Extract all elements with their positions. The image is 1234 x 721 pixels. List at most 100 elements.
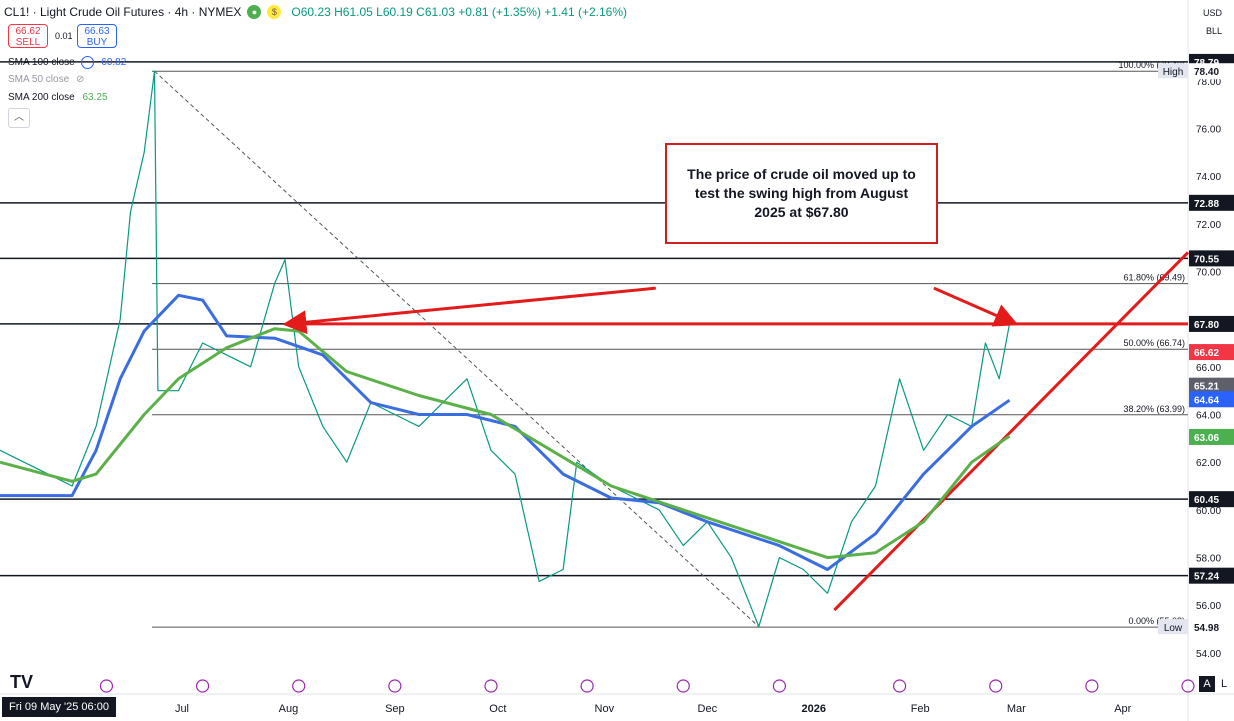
fib-level-label: 38.20% (63.99) [1123,404,1185,414]
x-tick-label: Oct [489,703,506,715]
price-badge-label: 65.21 [1194,382,1219,393]
collapse-legend-button[interactable]: ︿ [8,108,30,128]
level-badge [1189,250,1234,267]
log-scale-button[interactable]: L [1220,678,1228,690]
indicator-value: 60.82 [101,57,127,69]
ohlc-readout: O60.23 H61.05 L60.19 C61.03 +0.81 (+1.35… [291,5,627,19]
y-tick-label: 62.00 [1196,458,1221,469]
indicator-value: 63.25 [82,92,108,103]
y-tick-label: 60.00 [1196,506,1221,517]
level-badge [1189,315,1234,332]
buy-price: 66.63 [84,26,110,37]
fib-level-label: 61.80% (69.49) [1123,273,1185,283]
event-marker-icon [1181,679,1195,693]
sell-button[interactable]: 66.62 SELL [8,24,48,48]
y-tick-label: 72.00 [1196,220,1221,231]
price-badge [1189,428,1234,445]
indicator-label: SMA 50 close [8,74,70,85]
visibility-eye-icon[interactable] [80,56,94,69]
auto-scale-button[interactable]: A [1199,676,1215,692]
level-badge-label: 67.80 [1194,320,1219,331]
y-tick-label: 58.00 [1196,554,1221,565]
y-tick-label: 56.00 [1196,601,1221,612]
event-marker-icon [1085,679,1099,693]
y-tick-label: 78.00 [1196,77,1221,88]
event-marker-icon [580,679,594,693]
event-marker-icon [989,679,1003,693]
event-marker-icon [388,679,402,693]
indicator-label: SMA 200 close [8,92,75,103]
annotation-callout[interactable]: The price of crude oil moved up to test … [665,143,938,244]
arrow-to-august-high [282,286,656,335]
x-tick-label: Apr [1114,703,1131,715]
x-tick-label: Sep [385,703,405,715]
price-badge-label: 64.64 [1194,395,1219,406]
symbol-title[interactable]: CL1! · Light Crude Oil Futures · 4h · NY… [4,5,242,19]
level-badge [1189,63,1234,80]
series-price [0,70,1011,628]
arrow-to-current [933,286,1019,327]
indicator-label: SMA 100 close [8,57,75,69]
level-badge [1189,194,1234,211]
buy-button[interactable]: 66.63 BUY [77,24,117,48]
currency-selector[interactable]: USD [1202,8,1222,18]
x-tick-label: Mar [1007,703,1026,715]
y-tick-label: 54.00 [1196,649,1221,660]
trend-support [833,251,1190,612]
y-tick-label: 64.00 [1196,411,1221,422]
hidden-eye-icon[interactable]: ⊘ [75,74,85,85]
fib-level-label: 100.00% (78.40) [1118,60,1185,70]
extreme-tag [1158,63,1188,79]
x-tick-label: Nov [595,703,615,715]
level-badge [1189,567,1234,584]
event-marker-icon [772,679,787,693]
event-marker-icon [892,679,907,693]
extreme-tag-label: Low [1164,623,1183,634]
x-tick-label: Jul [175,703,189,715]
y-tick-label: 76.00 [1196,124,1221,135]
event-marker-icon [292,679,306,693]
level-badge-label: 57.24 [1194,572,1219,583]
sell-price: 66.62 [15,26,41,37]
chart-header: CL1! · Light Crude Oil Futures · 4h · NY… [4,3,627,21]
price-badge-label: 63.06 [1194,433,1219,444]
event-marker-icon [195,679,210,693]
sell-label: SELL [15,37,41,48]
level-badge-label: 60.45 [1194,495,1219,506]
extreme-tag [1158,619,1188,635]
level-badge-label: 72.88 [1194,199,1219,210]
unit-selector[interactable]: BLL [1205,26,1222,36]
y-tick-label: 66.00 [1196,363,1221,374]
y-tick-label: 70.00 [1196,267,1221,278]
indicator-sma50[interactable]: SMA 50 close ⊘ [8,74,84,85]
indicator-sma100[interactable]: SMA 100 close 60.82 [8,56,126,69]
x-tick-label: Aug [279,703,299,715]
series-sma-200 [0,327,1011,560]
tradingview-logo-icon: TV [10,672,34,692]
crosshair-date-readout: Fri 09 May '25 06:00 [2,697,116,717]
price-badge [1189,377,1234,394]
price-badge-label: 66.62 [1194,348,1219,359]
x-tick-label: 2026 [802,703,826,715]
fib-level-label: 0.00% (55.08) [1128,616,1185,626]
level-badge-label: 54.98 [1194,623,1219,634]
market-open-icon: ● [247,5,262,19]
event-marker-icon [676,679,690,693]
x-tick-label: Feb [911,703,930,715]
dollar-icon: $ [267,5,282,19]
level-badge [1189,619,1234,636]
price-badge [1189,344,1234,361]
fib-level-label: 50.00% (66.74) [1123,338,1185,348]
level-badge [1189,491,1234,508]
event-marker-icon [484,679,498,693]
level-badge-label: 78.40 [1194,67,1219,78]
spread-value: 0.01 [55,31,73,41]
series-sma-100 [0,293,1011,571]
buy-label: BUY [86,37,108,48]
indicator-sma200[interactable]: SMA 200 close 63.25 [8,92,108,103]
y-tick-label: 74.00 [1196,172,1221,183]
extreme-tag-label: High [1163,67,1184,78]
price-badge [1189,391,1234,408]
